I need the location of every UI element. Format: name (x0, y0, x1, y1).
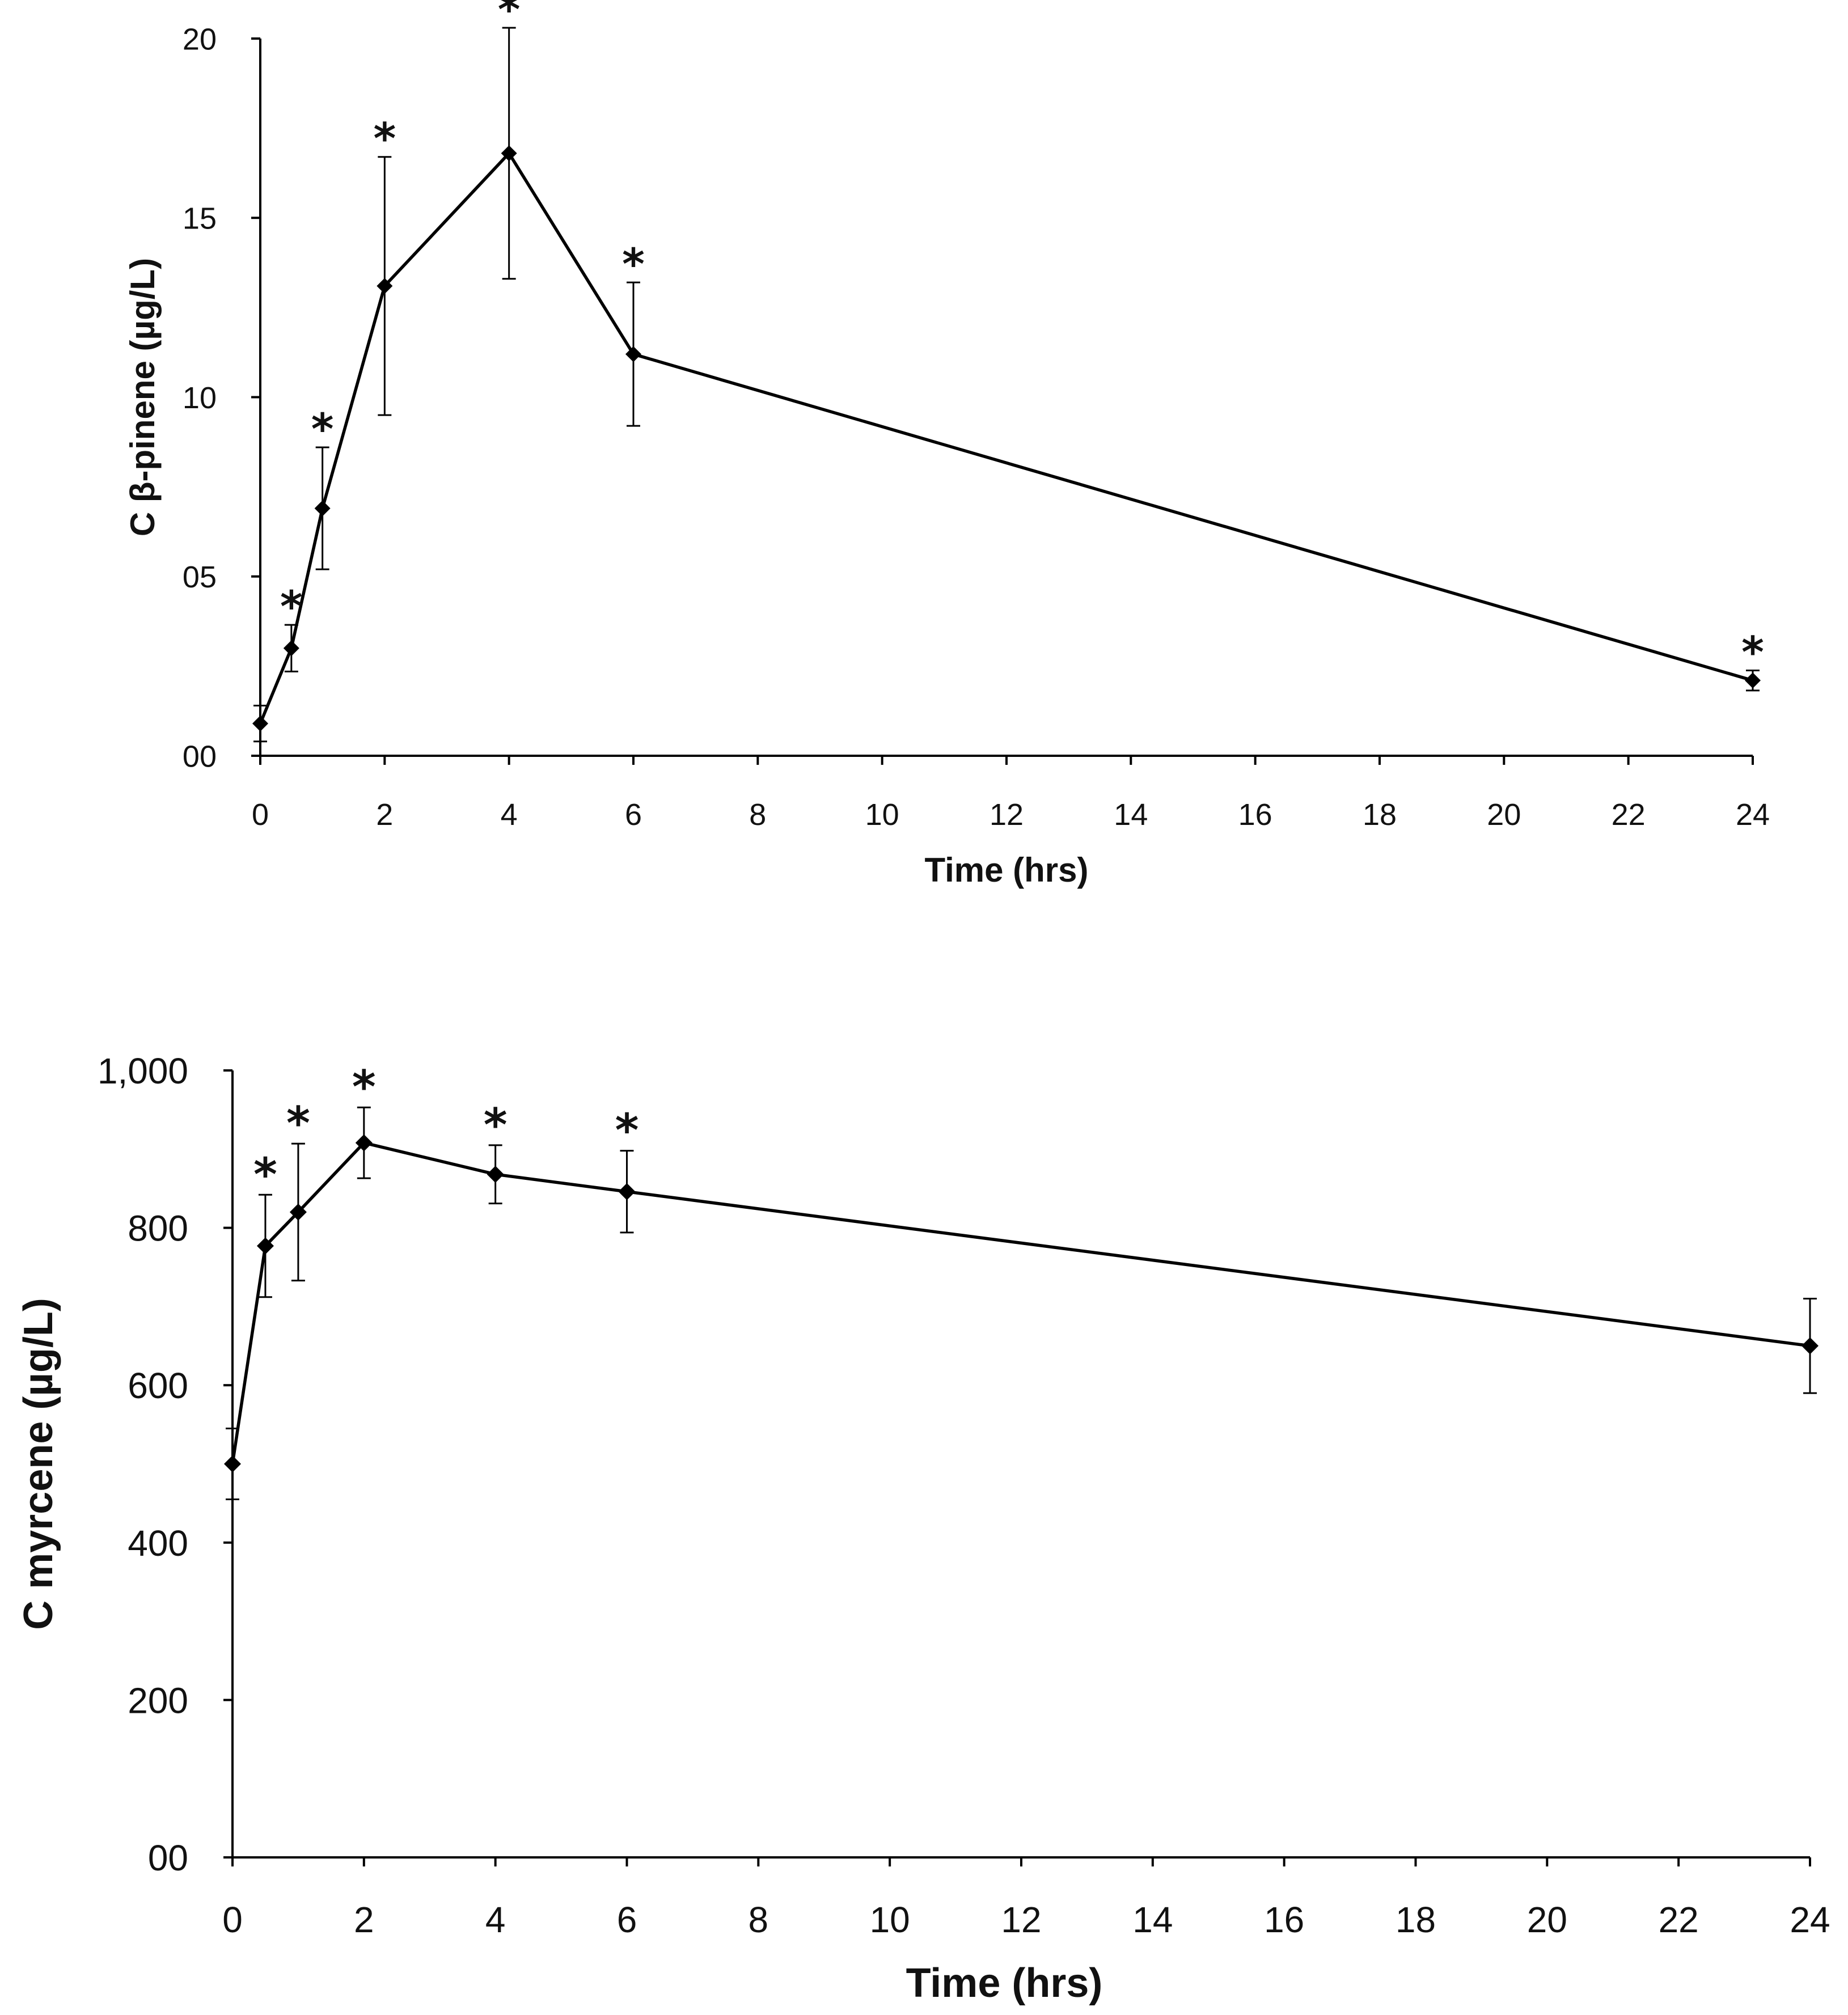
series-line (259, 151, 1753, 725)
significance-marker: * (1741, 626, 1764, 677)
y-tick-label: 15 (183, 202, 217, 236)
data-point (224, 1455, 241, 1472)
y-tick-label: 800 (128, 1208, 188, 1249)
y-tick-label: 20 (183, 22, 217, 56)
x-tick-label: 18 (1395, 1899, 1436, 1940)
data-point (283, 640, 299, 657)
x-tick-label: 4 (501, 798, 518, 832)
data-point (252, 716, 268, 732)
y-tick-label: 200 (128, 1680, 188, 1721)
y-tick-label: 00 (183, 739, 217, 773)
x-tick-label: 8 (748, 1899, 769, 1940)
significance-marker: * (498, 0, 521, 35)
x-tick-label: 16 (1264, 1899, 1304, 1940)
y-axis-title: C β-pinene (µg/L) (124, 258, 162, 536)
significance-marker: * (622, 239, 645, 289)
x-tick-label: 10 (865, 798, 899, 832)
significance-marker: * (286, 1097, 310, 1150)
y-tick-label: 400 (128, 1523, 188, 1564)
x-tick-label: 16 (1238, 798, 1272, 832)
x-tick-label: 14 (1114, 798, 1148, 832)
x-tick-label: 4 (485, 1899, 506, 1940)
significance-marker: * (373, 113, 396, 164)
x-tick-label: 12 (1001, 1899, 1041, 1940)
data-point (377, 278, 393, 294)
data-point (618, 1183, 636, 1200)
x-tick-label: 2 (354, 1899, 374, 1940)
y-axis-title: C myrcene (µg/L) (16, 1298, 61, 1630)
data-point (625, 346, 641, 362)
data-point (1802, 1337, 1819, 1354)
x-tick-label: 14 (1132, 1899, 1173, 1940)
x-tick-label: 22 (1659, 1899, 1699, 1940)
y-tick-label: 1,000 (98, 1051, 188, 1091)
x-tick-label: 24 (1790, 1899, 1830, 1940)
x-tick-label: 22 (1612, 798, 1646, 832)
significance-marker: * (615, 1104, 639, 1157)
x-tick-label: 6 (617, 1899, 637, 1940)
data-point (501, 145, 517, 162)
y-tick-label: 10 (183, 381, 217, 415)
x-tick-label: 24 (1736, 798, 1770, 832)
x-tick-label: 2 (376, 798, 393, 832)
x-tick-label: 20 (1527, 1899, 1567, 1940)
x-tick-label: 0 (222, 1899, 243, 1940)
x-tick-label: 6 (625, 798, 642, 832)
y-tick-label: 600 (128, 1365, 188, 1406)
data-point (487, 1166, 504, 1183)
data-point (314, 500, 331, 517)
data-point (355, 1134, 373, 1152)
x-tick-label: 0 (252, 798, 269, 832)
series-line (231, 1141, 1811, 1464)
x-tick-label: 10 (870, 1899, 910, 1940)
x-axis-title: Time (hrs) (925, 851, 1089, 889)
significance-marker: * (311, 404, 334, 454)
x-tick-label: 8 (749, 798, 766, 832)
data-point (289, 1203, 307, 1221)
x-axis-title: Time (hrs) (906, 1961, 1103, 2006)
significance-marker: * (280, 581, 303, 632)
x-tick-label: 12 (989, 798, 1024, 832)
x-tick-label: 18 (1363, 798, 1397, 832)
y-tick-label: 05 (183, 560, 217, 594)
y-tick-label: 00 (148, 1838, 188, 1878)
significance-marker: * (352, 1061, 376, 1114)
significance-marker: * (484, 1099, 508, 1152)
chart-myrcene: 0 2 4 6 8 10 12 14 16 18 20 22 24002004006008001,000… (16, 1051, 1830, 2006)
data-point (1745, 672, 1761, 689)
data-point (256, 1237, 274, 1255)
significance-marker: * (253, 1148, 277, 1201)
x-tick-label: 20 (1487, 798, 1521, 832)
